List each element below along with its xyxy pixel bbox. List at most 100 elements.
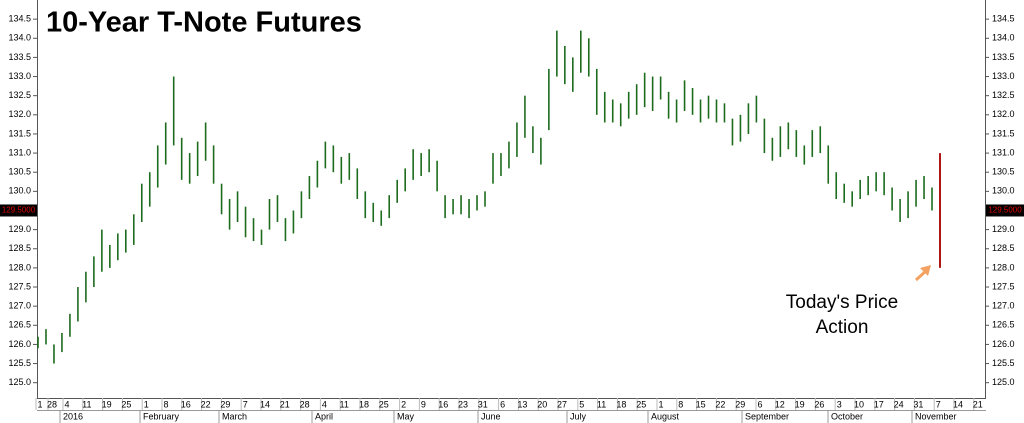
x-tick-label: 19 — [795, 399, 805, 409]
arrow — [914, 265, 931, 282]
x-tick-label: 11 — [340, 399, 349, 409]
price-tag-box — [986, 204, 1024, 217]
x-tick-label: 7 — [936, 399, 941, 409]
y-tick-label: 132.5 — [8, 90, 31, 100]
x-tick-label: 1 — [144, 399, 149, 409]
x-tick-label: 25 — [636, 399, 646, 409]
y-tick-label: 126.0 — [992, 339, 1015, 349]
y-tick-label: 132.0 — [8, 109, 31, 119]
month-label: February — [143, 411, 180, 421]
y-tick-label: 133.5 — [992, 52, 1015, 62]
y-tick-label: 130.0 — [992, 186, 1015, 196]
y-tick-label: 133.0 — [992, 71, 1015, 81]
y-tick-label: 129.0 — [992, 224, 1015, 234]
y-tick-label: 132.5 — [992, 90, 1015, 100]
x-tick-label: 26 — [814, 399, 824, 409]
x-tick-label: 20 — [537, 399, 547, 409]
month-label: May — [397, 411, 415, 421]
y-tick-label: 125.0 — [8, 377, 31, 387]
x-tick-label: 22 — [201, 399, 211, 409]
y-tick-label: 126.0 — [8, 339, 31, 349]
y-tick-label: 130.5 — [8, 167, 31, 177]
x-tick-label: 1 — [37, 399, 42, 409]
y-tick-label: 133.0 — [8, 71, 31, 81]
x-tick-label: 11 — [597, 399, 606, 409]
y-tick-label: 130.5 — [992, 167, 1015, 177]
y-tick-label: 131.5 — [8, 128, 31, 138]
month-label: October — [831, 411, 863, 421]
y-tick-label: 127.5 — [992, 281, 1015, 291]
chart-title: 10-Year T-Note Futures — [46, 7, 362, 39]
x-tick-label: 15 — [696, 399, 706, 409]
y-tick-label: 129.0 — [8, 224, 31, 234]
x-tick-label: 9 — [421, 399, 426, 409]
x-tick-label: 31 — [478, 399, 488, 409]
x-tick-label: 21 — [973, 399, 983, 409]
x-tick-label: 6 — [757, 399, 762, 409]
x-tick-label: 17 — [874, 399, 884, 409]
x-tick-label: 11 — [82, 399, 91, 409]
x-tick-label: 6 — [500, 399, 505, 409]
month-label: June — [481, 411, 501, 421]
x-tick-label: 13 — [517, 399, 527, 409]
y-tick-label: 127.5 — [8, 281, 31, 291]
y-tick-label: 125.5 — [992, 358, 1015, 368]
x-tick-label: 24 — [894, 399, 904, 409]
x-tick-label: 27 — [557, 399, 567, 409]
x-tick-label: 18 — [359, 399, 369, 409]
x-tick-label: 23 — [458, 399, 468, 409]
x-tick-label: 19 — [102, 399, 112, 409]
x-tick-label: 5 — [579, 399, 584, 409]
y-tick-label: 133.5 — [8, 52, 31, 62]
annotation: Action — [816, 317, 869, 338]
month-label: April — [315, 411, 333, 421]
x-tick-label: 21 — [280, 399, 290, 409]
x-tick-label: 28 — [300, 399, 310, 409]
y-tick-label: 134.0 — [8, 33, 31, 43]
y-tick-label: 125.5 — [8, 358, 31, 368]
x-tick-label: 29 — [220, 399, 230, 409]
y-tick-label: 128.5 — [8, 243, 31, 253]
y-tick-label: 134.5 — [8, 14, 31, 24]
y-tick-label: 132.0 — [992, 109, 1015, 119]
y-tick-label: 130.0 — [8, 186, 31, 196]
y-tick-label: 128.5 — [992, 243, 1015, 253]
x-tick-label: 4 — [64, 399, 69, 409]
price-tag: 129.5000 — [2, 206, 36, 215]
x-tick-label: 14 — [953, 399, 963, 409]
y-tick-label: 134.0 — [992, 33, 1015, 43]
month-label: 2016 — [63, 411, 83, 421]
x-tick-label: 29 — [735, 399, 745, 409]
y-tick-label: 128.0 — [8, 262, 31, 272]
x-tick-label: 8 — [163, 399, 168, 409]
month-label: August — [651, 411, 680, 421]
x-tick-label: 1 — [658, 399, 663, 409]
x-tick-label: 14 — [260, 399, 270, 409]
month-label: July — [570, 411, 587, 421]
x-tick-label: 25 — [121, 399, 131, 409]
x-tick-label: 18 — [616, 399, 626, 409]
x-tick-label: 8 — [678, 399, 683, 409]
x-tick-label: 28 — [47, 399, 57, 409]
y-tick-label: 131.5 — [992, 128, 1015, 138]
price-tag: 129.5000 — [988, 206, 1022, 215]
price-tag-box — [0, 204, 37, 217]
x-tick-label: 2 — [401, 399, 406, 409]
y-tick-label: 126.5 — [992, 320, 1015, 330]
x-tick-label: 12 — [775, 399, 785, 409]
x-tick-label: 10 — [854, 399, 864, 409]
x-tick-label: 7 — [243, 399, 248, 409]
annotation: Today's Price — [786, 292, 898, 313]
x-tick-label: 25 — [379, 399, 389, 409]
y-tick-label: 128.0 — [992, 262, 1015, 272]
x-tick-label: 3 — [837, 399, 842, 409]
x-tick-label: 22 — [715, 399, 725, 409]
y-tick-label: 131.0 — [992, 147, 1015, 157]
y-tick-label: 126.5 — [8, 320, 31, 330]
y-tick-label: 131.0 — [8, 147, 31, 157]
month-label: November — [915, 411, 957, 421]
y-tick-label: 127.0 — [992, 301, 1015, 311]
x-tick-label: 16 — [181, 399, 191, 409]
